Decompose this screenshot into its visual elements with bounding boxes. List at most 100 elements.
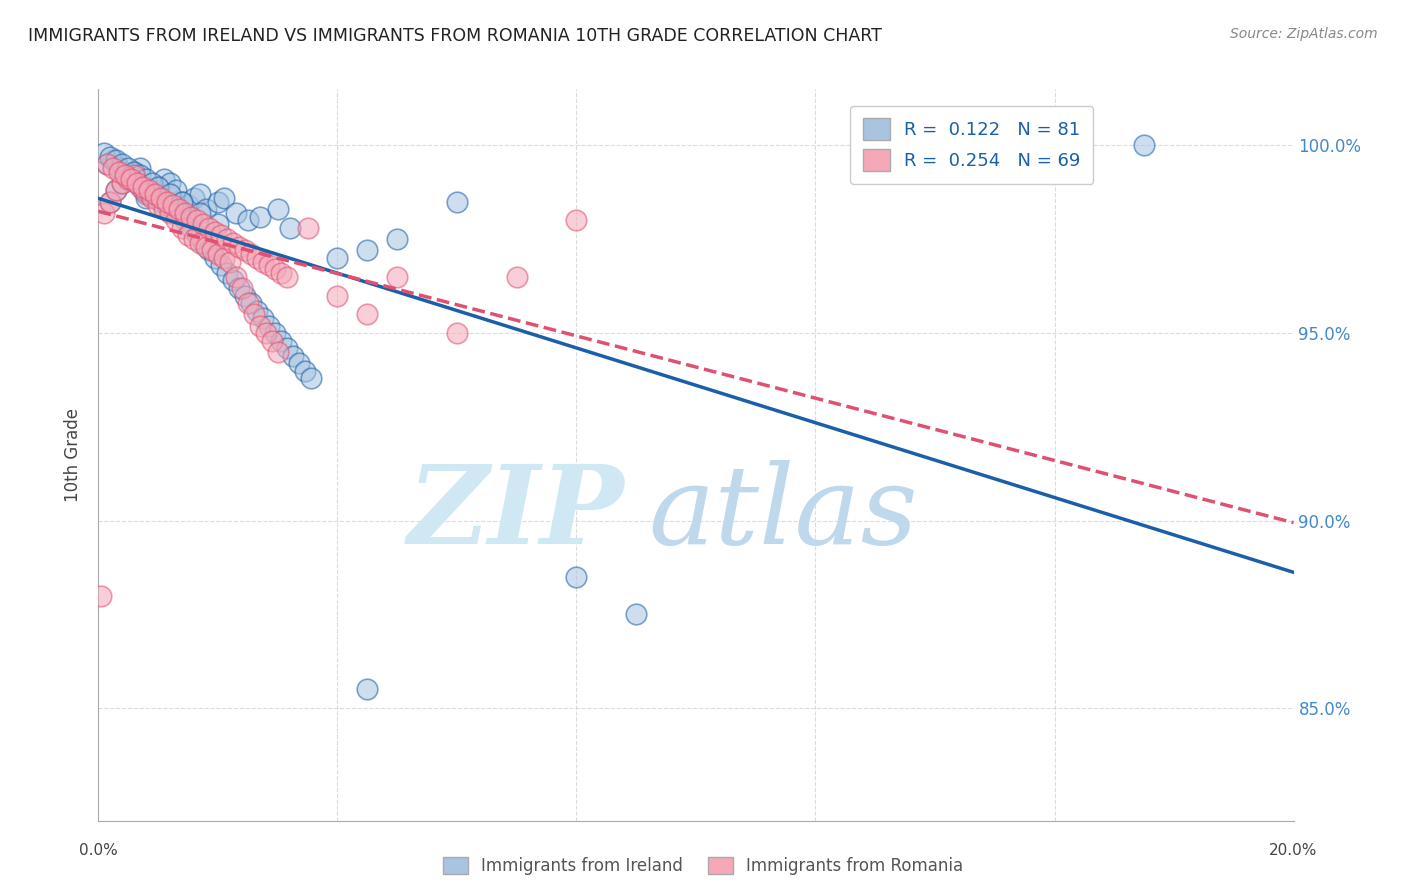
Point (100, 194, 122, 209)
Point (162, 202, 184, 217)
Point (446, 326, 468, 340)
Point (135, 191, 157, 205)
Point (132, 184, 155, 198)
Point (207, 247, 229, 261)
Point (191, 235, 214, 250)
Point (215, 232, 238, 246)
Point (233, 244, 256, 258)
Point (105, 153, 128, 168)
Point (172, 194, 194, 209)
Point (111, 176, 134, 190)
Point (326, 251, 349, 265)
Point (201, 244, 224, 258)
Point (153, 172, 176, 186)
Point (188, 235, 211, 250)
Point (506, 269, 529, 284)
Point (198, 244, 221, 258)
Point (191, 217, 214, 231)
Point (114, 165, 136, 179)
Point (124, 165, 146, 179)
Point (204, 251, 226, 265)
Point (117, 161, 139, 175)
Point (165, 213, 187, 227)
Point (180, 210, 202, 224)
Point (297, 221, 319, 235)
Point (117, 169, 139, 183)
Point (222, 235, 245, 250)
Point (294, 363, 316, 377)
Point (156, 194, 179, 209)
Point (446, 194, 468, 209)
Point (174, 206, 197, 220)
Point (326, 288, 349, 302)
Point (148, 179, 170, 194)
Text: Source: ZipAtlas.com: Source: ZipAtlas.com (1230, 27, 1378, 41)
Point (222, 273, 245, 287)
Point (90, 589, 112, 603)
Point (141, 187, 163, 202)
Point (249, 210, 271, 224)
Point (276, 341, 298, 355)
Point (228, 281, 250, 295)
Point (565, 213, 588, 227)
Point (252, 311, 274, 326)
Point (100, 150, 122, 164)
Point (103, 153, 125, 168)
Point (135, 172, 157, 186)
Point (246, 251, 269, 265)
Point (231, 281, 253, 295)
Point (195, 240, 218, 254)
Point (299, 371, 322, 385)
Point (186, 228, 208, 243)
Text: 20.0%: 20.0% (1270, 843, 1317, 858)
Point (204, 225, 226, 239)
Point (105, 184, 128, 198)
Point (263, 262, 285, 277)
Point (260, 334, 283, 348)
Point (236, 296, 259, 310)
Point (188, 206, 211, 220)
Point (270, 266, 292, 280)
Point (135, 187, 157, 202)
Point (127, 176, 149, 190)
Point (356, 682, 378, 697)
Point (129, 169, 152, 183)
Point (565, 570, 588, 584)
Point (186, 213, 208, 227)
Point (141, 176, 163, 190)
Point (172, 221, 194, 235)
Point (215, 266, 238, 280)
Point (236, 213, 259, 227)
Point (177, 228, 200, 243)
Legend: Immigrants from Ireland, Immigrants from Romania: Immigrants from Ireland, Immigrants from… (434, 849, 972, 884)
Point (225, 269, 247, 284)
Point (246, 303, 269, 318)
Point (159, 187, 181, 202)
Point (207, 217, 229, 231)
Point (167, 202, 190, 217)
Point (129, 161, 152, 175)
Point (225, 206, 247, 220)
Point (626, 607, 648, 622)
Point (287, 356, 309, 370)
Text: 0.0%: 0.0% (79, 843, 118, 858)
Point (195, 202, 218, 217)
Point (219, 254, 242, 268)
Point (177, 198, 200, 212)
Point (143, 187, 166, 202)
Point (148, 179, 170, 194)
Point (120, 169, 142, 183)
Point (138, 184, 160, 198)
Point (114, 169, 136, 183)
Point (143, 191, 166, 205)
Point (249, 318, 271, 333)
Point (188, 187, 211, 202)
Point (180, 221, 202, 235)
Point (105, 184, 128, 198)
Point (385, 232, 409, 246)
Y-axis label: 10th Grade: 10th Grade (65, 408, 83, 502)
Point (278, 221, 301, 235)
Point (103, 161, 125, 175)
Point (356, 307, 378, 321)
Point (120, 172, 142, 186)
